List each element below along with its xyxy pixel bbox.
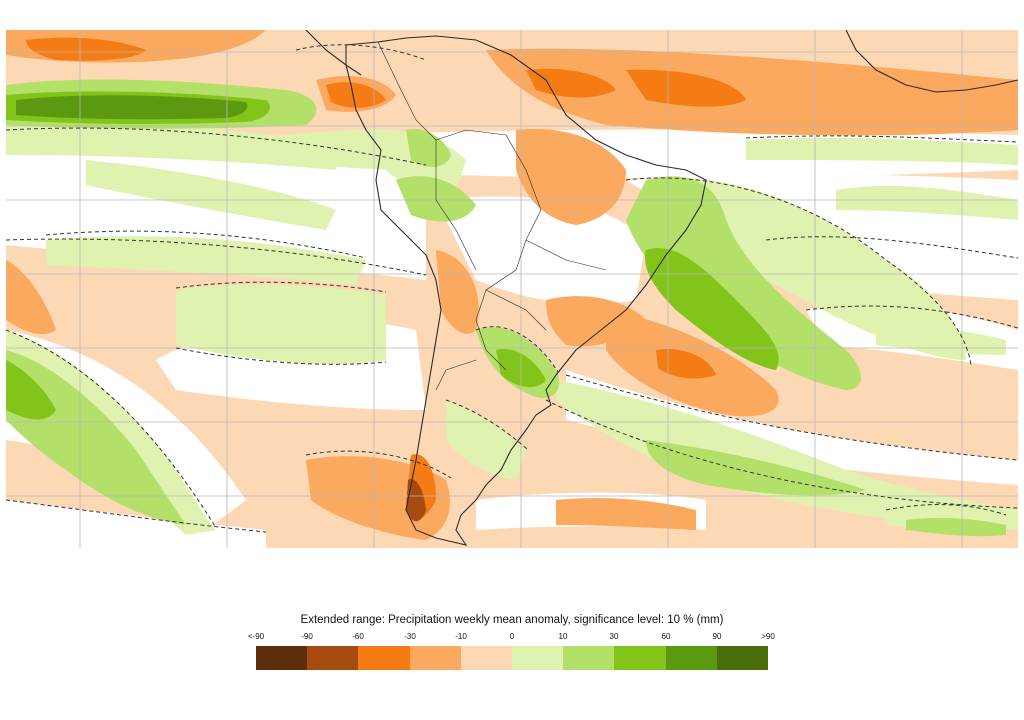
legend-tick-labels: <-90 -90 -60 -30 -10 0 10 30 60 90 >90 <box>0 632 1024 646</box>
legend-tick-label: 10 <box>558 632 568 641</box>
negative-anomaly-very-strong <box>406 479 426 522</box>
country-borders <box>377 41 607 391</box>
west-africa-coastline <box>845 30 1018 93</box>
precipitation-anomaly-map <box>6 30 1018 548</box>
legend-tick-label: 30 <box>609 632 619 641</box>
legend-tick-label: -60 <box>352 632 364 641</box>
positive-anomaly-medium <box>6 79 1006 537</box>
legend-swatch-4 <box>460 646 513 670</box>
legend-swatch-3 <box>409 646 461 670</box>
legend-swatch-1 <box>307 646 359 670</box>
legend-title: Extended range: Precipitation weekly mea… <box>300 614 724 626</box>
legend-color-bar <box>256 646 769 670</box>
map-canvas <box>6 30 1018 548</box>
legend-swatch-7 <box>614 646 666 670</box>
positive-anomaly-very-strong <box>16 95 248 120</box>
graticule <box>6 30 1018 548</box>
legend-tick-label: <-90 <box>247 632 265 641</box>
legend-tick-label: -90 <box>301 632 313 641</box>
legend-swatch-2 <box>358 646 410 670</box>
legend-tick-label: 0 <box>509 632 515 641</box>
legend-tick-label: -30 <box>404 632 416 641</box>
legend-swatch-9 <box>716 646 769 670</box>
legend-swatch-0 <box>256 646 308 670</box>
legend-tick-label: -10 <box>455 632 467 641</box>
legend-swatch-6 <box>563 646 615 670</box>
south-america-coastline <box>345 35 707 546</box>
legend-tick-label: >90 <box>761 632 775 641</box>
central-america-coastline <box>305 30 362 76</box>
legend-tick-label: 60 <box>661 632 671 641</box>
coastlines <box>305 30 1018 546</box>
legend-tick-label: 90 <box>712 632 722 641</box>
legend-swatch-8 <box>665 646 717 670</box>
legend-swatch-5 <box>512 646 564 670</box>
significance-contours <box>6 44 1018 533</box>
